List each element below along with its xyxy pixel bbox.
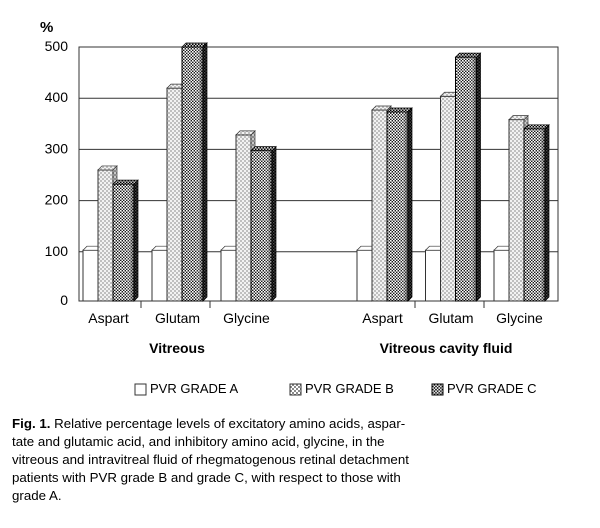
svg-text:Vitreous cavity fluid: Vitreous cavity fluid <box>380 340 513 356</box>
svg-text:500: 500 <box>45 38 69 54</box>
svg-text:PVR GRADE C: PVR GRADE C <box>447 381 537 396</box>
svg-text:400: 400 <box>45 89 69 105</box>
svg-text:Glycine: Glycine <box>496 310 543 326</box>
svg-text:0: 0 <box>60 292 68 308</box>
svg-text:200: 200 <box>45 192 69 208</box>
svg-text:%: % <box>40 19 53 36</box>
svg-text:Glycine: Glycine <box>223 310 270 326</box>
svg-text:PVR GRADE A: PVR GRADE A <box>150 381 238 396</box>
svg-text:Vitreous: Vitreous <box>149 340 205 356</box>
svg-text:100: 100 <box>45 243 69 259</box>
svg-text:PVR GRADE B: PVR GRADE B <box>305 381 394 396</box>
svg-text:Aspart: Aspart <box>362 310 403 326</box>
svg-text:Glutam: Glutam <box>155 310 200 326</box>
svg-text:Glutam: Glutam <box>428 310 473 326</box>
svg-text:300: 300 <box>45 140 69 156</box>
svg-text:Aspart: Aspart <box>88 310 129 326</box>
